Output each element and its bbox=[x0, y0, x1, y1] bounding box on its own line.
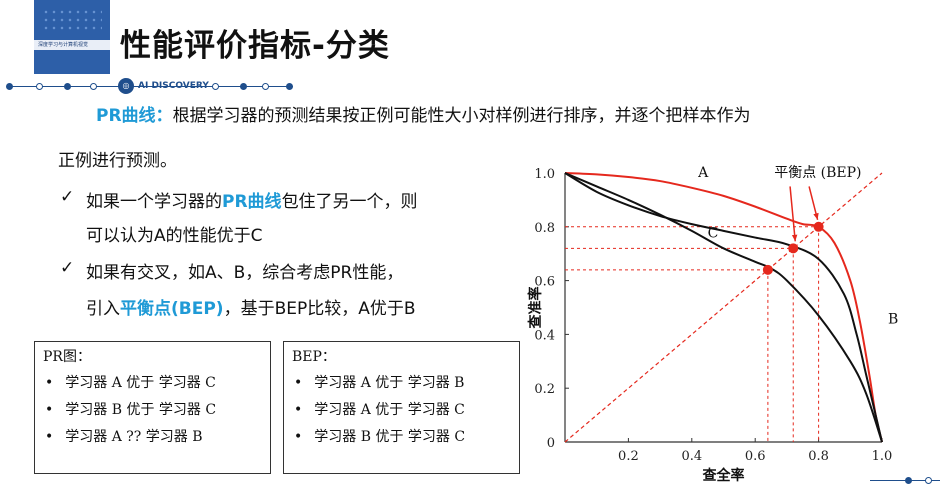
bullet-2-text-b: ，基于BEP比较，A优于B bbox=[223, 299, 416, 319]
list-item: 学习器 A 优于 学习器 C bbox=[45, 370, 270, 397]
x-tick-label: 1.0 bbox=[872, 449, 893, 464]
list-item: 学习器 B 优于 学习器 C bbox=[45, 397, 270, 424]
header-divider bbox=[8, 86, 293, 87]
bep-arrow-icon bbox=[789, 186, 796, 242]
bullet-2-highlight: 平衡点(BEP) bbox=[120, 299, 224, 319]
bullet-2-line-2: 引入平衡点(BEP)，基于BEP比较，A优于B bbox=[86, 294, 416, 319]
y-tick-label: 0.2 bbox=[534, 382, 555, 397]
intro-line-1: PR曲线：根据学习器的预测结果按正例可能性大小对样例进行排序，并逐个把样本作为 bbox=[96, 101, 751, 126]
list-item: 学习器 B 优于 学习器 C bbox=[294, 424, 519, 451]
divider-dot bbox=[90, 83, 97, 90]
divider-dot bbox=[64, 83, 71, 90]
brand-name: AI DISCOVERY bbox=[138, 81, 209, 91]
pr-curve-chart: 0.2 0.4 0.6 0.8 1.0 0 0.2 0.4 0.6 0.8 1.0 查全率 查准率 A B C… bbox=[527, 165, 898, 483]
x-tick-label: 0.6 bbox=[745, 449, 766, 464]
bep-box-list: 学习器 A 优于 学习器 B 学习器 A 优于 学习器 C 学习器 B 优于 学… bbox=[284, 370, 519, 451]
series-line-B bbox=[564, 172, 883, 443]
bep-point-C bbox=[762, 264, 773, 275]
bullet-1-highlight: PR曲线 bbox=[222, 192, 282, 212]
series-line-A bbox=[564, 172, 883, 443]
x-tick-label: 0.2 bbox=[618, 449, 639, 464]
divider-dot bbox=[36, 83, 43, 90]
bep-arrow-icon-head bbox=[813, 212, 819, 220]
bep-summary-box: BEP： 学习器 A 优于 学习器 B 学习器 A 优于 学习器 C 学习器 B… bbox=[283, 341, 520, 474]
bep-point-B bbox=[788, 243, 799, 254]
list-item: 学习器 A ?? 学习器 B bbox=[45, 424, 270, 451]
divider-dot bbox=[925, 477, 932, 484]
series-line-C bbox=[564, 172, 883, 443]
brand-logo-icon: ◎ bbox=[118, 78, 134, 94]
bep-annotation-label: 平衡点 (BEP) bbox=[774, 165, 861, 181]
pr-box-heading: PR图： bbox=[43, 349, 91, 365]
curve-label-A: A bbox=[697, 165, 709, 181]
bullet-1-text-a: 如果一个学习器的 bbox=[86, 192, 222, 212]
x-tick-label: 0.8 bbox=[808, 449, 829, 464]
bep-diagonal-line bbox=[564, 172, 883, 443]
y-tick-label: 1.0 bbox=[534, 167, 555, 182]
list-item: 学习器 A 优于 学习器 C bbox=[294, 397, 519, 424]
bullet-1-text-b: 包住了另一个，则 bbox=[281, 192, 418, 212]
y-axis-label: 查准率 bbox=[527, 287, 544, 329]
divider-dot bbox=[6, 83, 13, 90]
pr-box-list: 学习器 A 优于 学习器 C 学习器 B 优于 学习器 C 学习器 A ?? 学… bbox=[35, 370, 270, 451]
book-cover-art bbox=[42, 8, 102, 32]
check-icon: ✓ bbox=[60, 187, 75, 207]
list-item: 学习器 A 优于 学习器 B bbox=[294, 370, 519, 397]
book-cover-title: 深度学习与计算机视觉 bbox=[38, 42, 89, 48]
book-cover: 深度学习与计算机视觉 bbox=[34, 0, 110, 74]
bep-box-heading: BEP： bbox=[292, 349, 336, 365]
y-tick-label: 0.4 bbox=[534, 328, 555, 343]
divider-dot bbox=[240, 83, 247, 90]
intro-line-2: 正例进行预测。 bbox=[58, 151, 177, 171]
bep-arrow-icon-head bbox=[791, 234, 798, 242]
pr-summary-box: PR图： 学习器 A 优于 学习器 C 学习器 B 优于 学习器 C 学习器 A… bbox=[34, 341, 271, 474]
y-tick-label: 0.8 bbox=[534, 221, 555, 236]
bullet-2-line-1: 如果有交叉，如A、B，综合考虑PR性能， bbox=[86, 263, 404, 283]
page-title: 性能评价指标-分类 bbox=[120, 28, 390, 64]
x-axis-label: 查全率 bbox=[703, 467, 745, 483]
y-tick-label: 0 bbox=[547, 436, 555, 451]
divider-dot bbox=[286, 83, 293, 90]
curve-label-C: C bbox=[708, 226, 719, 242]
bullet-1-line-2: 可以认为A的性能优于C bbox=[86, 226, 263, 246]
divider-dot bbox=[262, 83, 269, 90]
divider-dot bbox=[905, 477, 912, 484]
y-tick-label: 0.6 bbox=[534, 275, 555, 290]
x-tick-label: 0.4 bbox=[681, 449, 702, 464]
check-icon: ✓ bbox=[60, 258, 75, 278]
bullet-2-text-a: 引入 bbox=[86, 299, 120, 319]
bep-point-A bbox=[813, 221, 824, 232]
intro-term: PR曲线： bbox=[96, 106, 173, 126]
bullet-1-line-1: 如果一个学习器的PR曲线包住了另一个，则 bbox=[86, 187, 418, 212]
divider-dot bbox=[212, 83, 219, 90]
curve-label-B: B bbox=[888, 312, 898, 328]
intro-text-1: 根据学习器的预测结果按正例可能性大小对样例进行排序，并逐个把样本作为 bbox=[172, 106, 751, 126]
book-cover-band bbox=[34, 40, 110, 50]
